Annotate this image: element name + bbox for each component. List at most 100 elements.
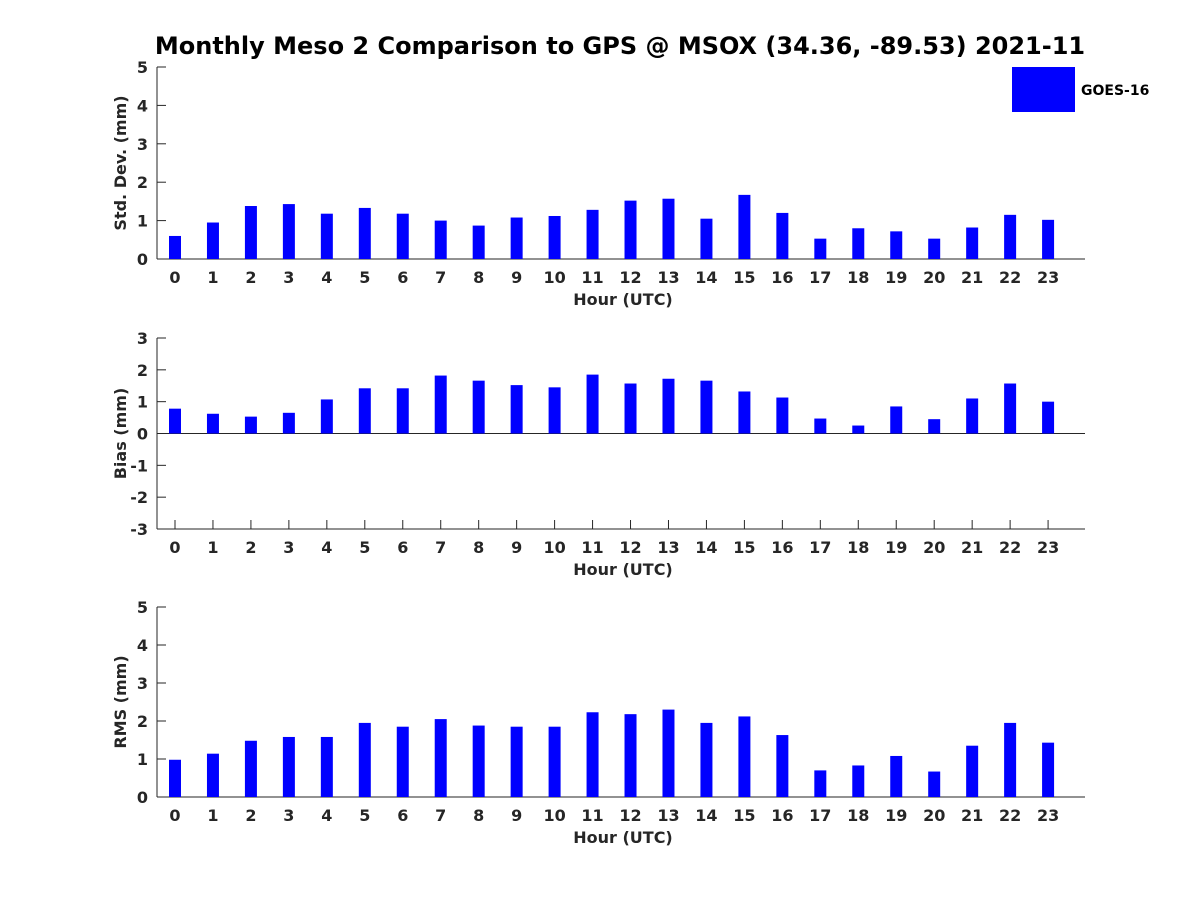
bar — [396, 213, 409, 259]
x-tick-label: 6 — [397, 806, 408, 825]
bar — [814, 770, 827, 797]
legend-swatch — [1012, 67, 1075, 112]
bar — [624, 714, 637, 797]
bar — [282, 412, 295, 434]
bar — [1042, 742, 1055, 797]
bar — [358, 388, 371, 434]
bar — [206, 413, 219, 434]
x-tick-label: 9 — [511, 806, 522, 825]
bar — [928, 238, 941, 259]
bar — [852, 765, 865, 797]
x-tick-label: 15 — [733, 538, 755, 557]
x-axis-label: Hour (UTC) — [573, 560, 673, 579]
bar — [244, 416, 257, 434]
x-tick-label: 4 — [321, 268, 332, 287]
y-tick-label: 2 — [137, 712, 148, 731]
bar — [662, 378, 675, 434]
x-axis-label: Hour (UTC) — [573, 290, 673, 309]
x-tick-label: 13 — [657, 268, 679, 287]
x-tick-label: 7 — [435, 806, 446, 825]
bar — [169, 235, 181, 259]
y-tick-label: 3 — [137, 329, 148, 348]
y-tick-label: 1 — [137, 212, 148, 231]
x-tick-label: 21 — [961, 806, 983, 825]
bar — [776, 735, 789, 797]
y-tick-label: 4 — [137, 96, 148, 115]
bar — [510, 217, 523, 259]
bar — [852, 425, 865, 434]
x-tick-label: 22 — [999, 806, 1021, 825]
bar — [206, 222, 219, 259]
x-tick-label: 20 — [923, 538, 945, 557]
x-tick-label: 16 — [771, 538, 793, 557]
x-tick-label: 22 — [999, 538, 1021, 557]
x-tick-label: 16 — [771, 268, 793, 287]
x-tick-label: 1 — [207, 806, 218, 825]
bar — [548, 215, 561, 259]
y-tick-label: 5 — [137, 598, 148, 617]
x-tick-label: 19 — [885, 538, 907, 557]
bar — [472, 725, 485, 797]
bar — [169, 759, 181, 797]
x-tick-label: 3 — [283, 806, 294, 825]
bar — [396, 388, 409, 434]
x-tick-label: 18 — [847, 806, 869, 825]
x-tick-label: 14 — [695, 538, 717, 557]
x-axis-label: Hour (UTC) — [573, 828, 673, 847]
legend-label: GOES-16 — [1081, 83, 1149, 99]
x-tick-label: 6 — [397, 538, 408, 557]
x-tick-label: 22 — [999, 268, 1021, 287]
bar — [548, 387, 561, 434]
x-tick-label: 4 — [321, 806, 332, 825]
x-tick-label: 8 — [473, 538, 484, 557]
x-tick-label: 9 — [511, 268, 522, 287]
y-tick-label: 0 — [137, 788, 148, 807]
bar — [282, 736, 295, 797]
x-tick-label: 17 — [809, 268, 831, 287]
x-tick-label: 5 — [359, 268, 370, 287]
bar — [624, 200, 637, 259]
x-tick-label: 2 — [245, 806, 256, 825]
x-tick-label: 11 — [581, 538, 603, 557]
bar — [814, 418, 827, 434]
x-tick-label: 10 — [543, 806, 565, 825]
x-tick-label: 18 — [847, 268, 869, 287]
bar — [776, 212, 789, 259]
x-tick-label: 1 — [207, 538, 218, 557]
bar — [814, 238, 827, 259]
x-tick-label: 12 — [619, 538, 641, 557]
y-axis-label: RMS (mm) — [111, 655, 130, 748]
bar — [738, 716, 751, 797]
x-tick-label: 7 — [435, 538, 446, 557]
bar — [244, 206, 257, 259]
bar — [358, 207, 371, 259]
bar — [434, 719, 447, 797]
x-tick-label: 5 — [359, 538, 370, 557]
bar — [320, 736, 333, 797]
x-tick-label: 17 — [809, 538, 831, 557]
bar — [396, 726, 409, 797]
x-tick-label: 16 — [771, 806, 793, 825]
bar — [776, 397, 789, 434]
x-tick-label: 21 — [961, 538, 983, 557]
bar — [966, 227, 979, 259]
y-axis-label: Bias (mm) — [111, 388, 130, 480]
bar — [966, 745, 979, 797]
bar — [169, 408, 181, 434]
x-tick-label: 11 — [581, 806, 603, 825]
bar — [1042, 401, 1055, 434]
y-tick-label: 4 — [137, 636, 148, 655]
x-tick-label: 21 — [961, 268, 983, 287]
y-tick-label: 5 — [137, 58, 148, 77]
bar — [700, 218, 713, 259]
x-tick-label: 15 — [733, 268, 755, 287]
y-tick-label: -1 — [130, 456, 148, 475]
bar — [282, 204, 295, 259]
x-tick-label: 10 — [543, 268, 565, 287]
x-tick-label: 13 — [657, 806, 679, 825]
x-tick-label: 23 — [1037, 268, 1059, 287]
bar — [738, 391, 751, 434]
bar — [890, 406, 903, 434]
